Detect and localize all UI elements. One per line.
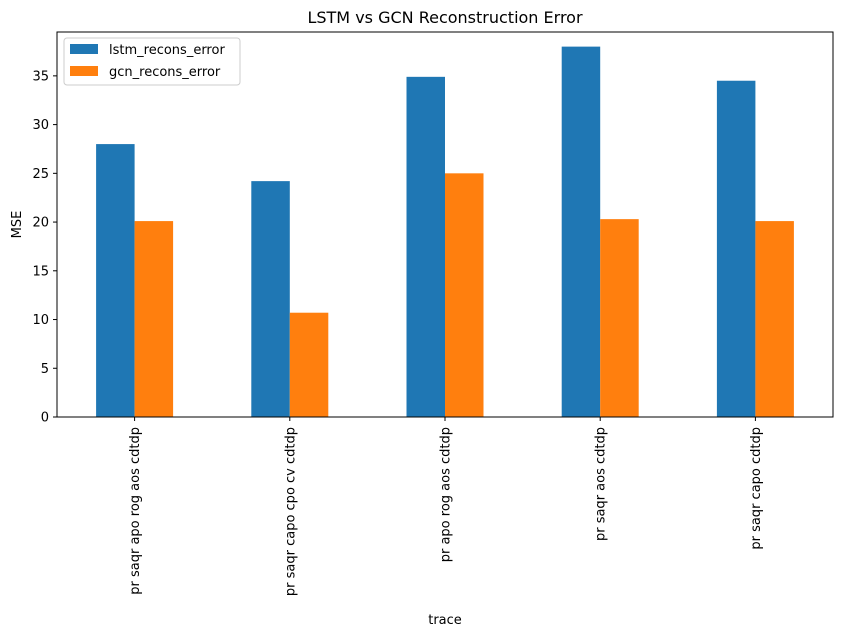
chart-title: LSTM vs GCN Reconstruction Error <box>307 8 583 27</box>
y-tick-label: 35 <box>32 69 49 84</box>
bar-lstm_recons_error-2 <box>406 76 445 417</box>
y-tick-label: 20 <box>32 216 49 231</box>
bar-gcn_recons_error-3 <box>600 219 639 417</box>
y-tick-label: 0 <box>41 411 49 426</box>
x-tick-label: pr saqr capo cpo cv cdtdp <box>283 427 298 596</box>
bars-group <box>96 46 794 418</box>
y-axis-ticks: 0 5 10 15 20 25 30 35 <box>32 69 57 426</box>
bar-gcn_recons_error-4 <box>755 221 794 417</box>
legend-label-gcn: gcn_recons_error <box>109 65 221 80</box>
bar-gcn_recons_error-2 <box>445 173 484 417</box>
bar-lstm_recons_error-0 <box>96 144 135 417</box>
y-tick-label: 10 <box>32 313 49 328</box>
bar-gcn_recons_error-0 <box>134 221 174 417</box>
legend-label-lstm: lstm_recons_error <box>109 43 225 58</box>
bar-lstm_recons_error-4 <box>716 80 756 417</box>
x-axis-label: trace <box>428 613 462 628</box>
x-axis-ticks: pr saqr apo rog aos cdtdp pr saqr capo cp… <box>128 417 764 596</box>
x-tick-label: pr saqr capo cdtdp <box>749 427 764 550</box>
bar-lstm_recons_error-1 <box>251 181 290 417</box>
legend-swatch-gcn <box>70 66 98 76</box>
legend: lstm_recons_error gcn_recons_error <box>63 37 241 86</box>
y-tick-label: 25 <box>32 167 49 182</box>
y-axis-label: MSE <box>10 211 25 239</box>
legend-swatch-lstm <box>70 44 98 54</box>
bar-gcn_recons_error-1 <box>289 312 329 417</box>
x-tick-label: pr saqr apo rog aos cdtdp <box>128 427 143 595</box>
x-tick-label: pr apo rog aos cdtdp <box>439 427 454 562</box>
bar-lstm_recons_error-3 <box>561 46 601 418</box>
x-tick-label: pr saqr aos cdtdp <box>594 427 609 541</box>
legend-box <box>63 37 241 86</box>
y-tick-label: 15 <box>32 264 49 279</box>
y-tick-label: 30 <box>32 118 49 133</box>
y-tick-label: 5 <box>41 362 49 377</box>
plot-area-frame <box>56 31 834 418</box>
